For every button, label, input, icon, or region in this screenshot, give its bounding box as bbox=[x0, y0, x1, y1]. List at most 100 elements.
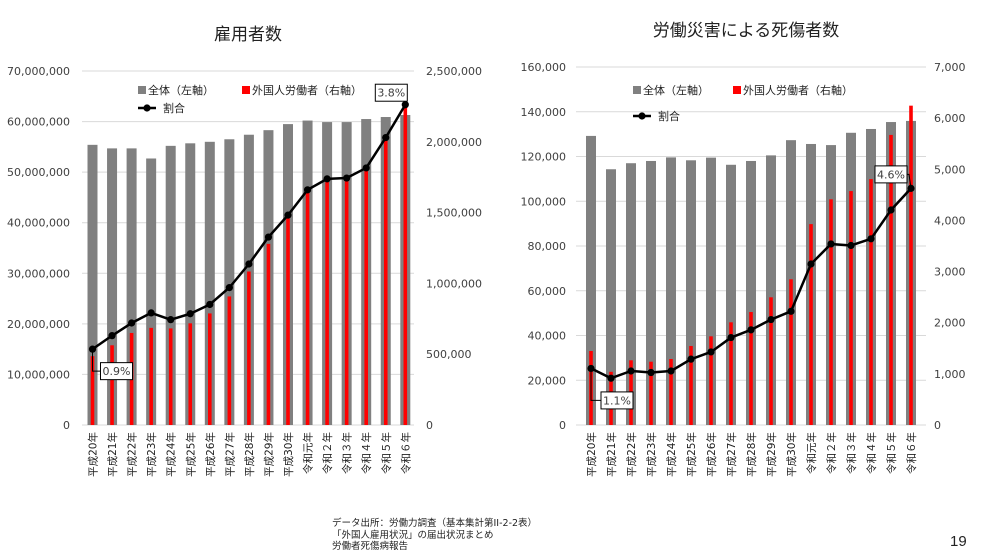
category-label: 平成21年 bbox=[106, 432, 119, 477]
left-axis-tick-label: 140,000 bbox=[521, 106, 567, 119]
bar-foreign bbox=[789, 279, 793, 425]
left-axis-tick-label: 50,000,000 bbox=[7, 166, 70, 179]
right-axis-tick-label: 3,000 bbox=[934, 266, 966, 279]
bar-foreign bbox=[403, 98, 408, 425]
right-axis-tick-label: 500,000 bbox=[426, 348, 472, 361]
left-axis-tick-label: 60,000,000 bbox=[7, 116, 70, 129]
ratio-point bbox=[867, 235, 875, 243]
bar-foreign bbox=[749, 312, 753, 425]
category-label: 令和元年 bbox=[805, 432, 818, 474]
right-axis-tick-label: 1,000,000 bbox=[426, 277, 482, 290]
left-axis-tick-label: 0 bbox=[63, 419, 70, 432]
chart-casualties: 労働災害による死傷者数 0 20,000 40,000 60,000 80,000 100,… bbox=[521, 21, 966, 477]
category-label: 平成24年 bbox=[165, 432, 178, 477]
right-axis-tick-label: 0 bbox=[426, 419, 433, 432]
legend-label-total: 全体（左軸） bbox=[643, 83, 709, 97]
annotation-box bbox=[874, 165, 908, 184]
bar-foreign bbox=[247, 271, 251, 425]
bar-total bbox=[646, 160, 656, 425]
left-axis-tick-label: 20,000,000 bbox=[7, 318, 70, 331]
ratio-point bbox=[707, 348, 715, 356]
source-line-2: 「外国人雇用状況」の届出状況まとめ bbox=[332, 529, 494, 541]
ratio-point bbox=[382, 133, 390, 142]
bar-total bbox=[87, 144, 98, 425]
ratio-point bbox=[607, 374, 615, 382]
category-label: 令和２年 bbox=[321, 432, 334, 474]
category-label: 平成29年 bbox=[262, 432, 275, 477]
category-label: 平成23年 bbox=[145, 432, 158, 477]
right-axis-tick-label: 4,000 bbox=[934, 214, 966, 227]
ratio-point bbox=[264, 233, 273, 241]
annotation-leader bbox=[92, 349, 101, 372]
ratio-point bbox=[747, 326, 755, 334]
annotation-label: 1.1% bbox=[603, 394, 631, 407]
bar-total bbox=[586, 135, 596, 426]
source-line-3: 労働者死傷病報告 bbox=[332, 541, 409, 552]
bar-foreign bbox=[709, 336, 713, 425]
bar-foreign bbox=[168, 328, 173, 425]
legend-swatch-total bbox=[633, 86, 641, 94]
source-note: データ出所：労働力調査（基本集計第II-2-2表） 「外国人雇用状況」の届出状況… bbox=[332, 518, 537, 553]
category-label: 平成27年 bbox=[725, 432, 738, 477]
legend-swatch-foreign bbox=[242, 86, 250, 94]
bar-foreign bbox=[266, 243, 271, 425]
bar-total bbox=[126, 148, 137, 426]
category-label: 平成25年 bbox=[184, 432, 197, 477]
right-axis-tick-label: 2,000,000 bbox=[426, 136, 482, 149]
legend-label-foreign: 外国人労働者（右軸） bbox=[743, 83, 853, 97]
category-label: 平成22年 bbox=[625, 432, 638, 477]
bar-total bbox=[686, 160, 696, 425]
category-label: 平成20年 bbox=[87, 432, 100, 477]
category-label: 令和６年 bbox=[399, 432, 412, 474]
bar-foreign bbox=[227, 296, 232, 425]
ratio-point bbox=[627, 367, 635, 375]
bar-foreign bbox=[809, 224, 813, 425]
bar-total bbox=[766, 155, 776, 425]
bar-total bbox=[204, 141, 215, 426]
right-axis-tick-label: 2,000 bbox=[934, 317, 966, 330]
bar-foreign bbox=[889, 134, 893, 425]
left-axis-tick-label: 80,000 bbox=[528, 240, 567, 253]
ratio-point bbox=[807, 260, 815, 268]
bar-foreign bbox=[669, 359, 673, 425]
annotation-label: 3.8% bbox=[377, 87, 405, 100]
category-label: 平成26年 bbox=[705, 432, 718, 477]
category-label: 平成25年 bbox=[685, 432, 698, 477]
bar-foreign bbox=[90, 356, 95, 425]
bar-foreign bbox=[188, 323, 193, 425]
legend-swatch-foreign bbox=[733, 86, 741, 94]
bar-foreign bbox=[649, 361, 653, 425]
chart-title: 雇用者数 bbox=[214, 25, 282, 45]
category-label: 平成30年 bbox=[282, 432, 295, 477]
ratio-point bbox=[647, 368, 655, 377]
source-line-1: データ出所：労働力調査（基本集計第II-2-2表） bbox=[332, 518, 538, 529]
category-label: 平成21年 bbox=[605, 432, 618, 477]
bar-total bbox=[666, 157, 676, 425]
ratio-point bbox=[225, 284, 233, 292]
ratio-point bbox=[206, 300, 214, 309]
bar-foreign bbox=[110, 345, 114, 425]
ratio-point bbox=[284, 211, 292, 219]
legend-label-total: 全体（左軸） bbox=[148, 83, 214, 97]
category-label: 令和５年 bbox=[885, 432, 898, 474]
left-axis-tick-label: 10,000,000 bbox=[7, 368, 70, 381]
bar-total bbox=[146, 158, 157, 425]
bar-total bbox=[626, 163, 636, 425]
bar-foreign bbox=[286, 218, 290, 425]
ratio-point bbox=[147, 309, 155, 317]
ratio-point bbox=[727, 333, 735, 342]
ratio-point bbox=[167, 316, 175, 324]
bar-foreign bbox=[325, 180, 329, 425]
left-axis-tick-label: 60,000 bbox=[528, 285, 567, 298]
bar-total bbox=[606, 169, 616, 425]
ratio-point bbox=[687, 355, 695, 363]
legend-label-ratio: 割合 bbox=[163, 101, 185, 115]
left-axis-tick-label: 70,000,000 bbox=[7, 65, 70, 78]
annotation-leader bbox=[590, 368, 601, 401]
annotation-box bbox=[600, 391, 634, 410]
bar-total bbox=[224, 139, 235, 425]
ratio-point bbox=[108, 332, 116, 340]
category-label: 平成22年 bbox=[126, 432, 139, 477]
bar-foreign bbox=[689, 345, 693, 425]
